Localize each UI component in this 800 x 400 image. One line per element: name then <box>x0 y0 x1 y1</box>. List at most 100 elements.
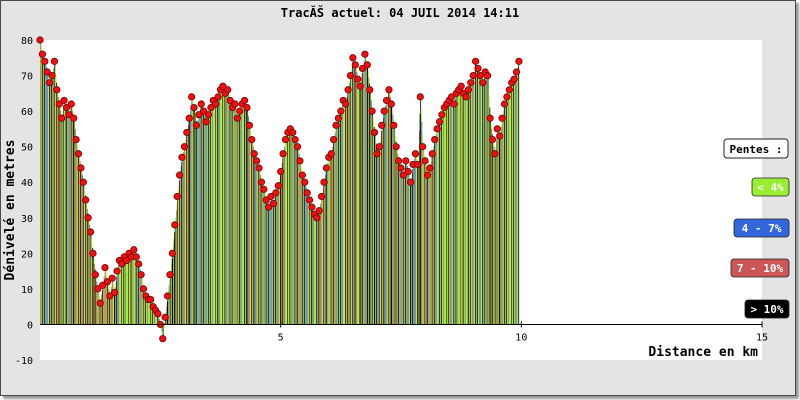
profile-bar <box>138 264 140 325</box>
profile-bar <box>142 281 144 325</box>
profile-bar <box>55 68 56 325</box>
profile-bar <box>441 116 443 325</box>
profile-bar <box>122 262 124 325</box>
profile-bar <box>489 107 491 325</box>
profile-point <box>79 178 87 186</box>
profile-point <box>212 100 220 108</box>
profile-bar <box>65 104 67 325</box>
profile-point <box>204 111 213 119</box>
profile-bar <box>340 112 342 325</box>
profile-point <box>500 100 509 108</box>
profile-bar <box>340 111 342 325</box>
profile-point <box>62 103 71 112</box>
profile-bar <box>50 79 52 325</box>
profile-bar <box>112 278 114 325</box>
profile-point <box>402 157 410 165</box>
profile-bar <box>455 96 457 325</box>
profile-bar <box>73 118 75 325</box>
profile-bar <box>289 129 291 325</box>
profile-bar <box>127 256 129 325</box>
profile-bar <box>508 93 509 325</box>
profile-point <box>296 157 304 165</box>
profile-bar <box>114 288 115 325</box>
profile-bar <box>203 109 204 325</box>
profile-bar <box>342 103 344 325</box>
profile-bar <box>168 285 170 325</box>
profile-bar <box>263 187 265 325</box>
profile-bar <box>461 88 463 325</box>
profile-bar <box>323 185 325 325</box>
profile-point <box>113 267 121 275</box>
profile-bar <box>91 242 93 325</box>
profile-bar <box>391 109 393 325</box>
profile-bar <box>52 72 54 325</box>
x-tick-label: 5 <box>278 332 284 343</box>
profile-point <box>378 121 386 129</box>
profile-point <box>173 192 181 201</box>
profile-point <box>175 171 184 179</box>
profile-bar <box>485 72 487 325</box>
profile-bar <box>500 131 502 325</box>
profile-bar <box>53 64 55 325</box>
profile-bar <box>188 125 189 325</box>
profile-bar <box>126 259 127 325</box>
profile-bar <box>205 119 207 325</box>
profile-bar <box>43 56 44 325</box>
profile-bar <box>171 258 173 325</box>
profile-bar <box>459 88 461 325</box>
profile-bar <box>275 192 277 325</box>
profile-bar <box>438 125 440 325</box>
profile-bar <box>152 304 154 325</box>
profile-bar <box>442 112 444 325</box>
profile-bar <box>372 111 373 325</box>
profile-bar <box>400 166 402 325</box>
profile-bar <box>388 92 390 325</box>
profile-bar <box>272 200 274 325</box>
profile-bar <box>303 178 305 325</box>
profile-bar <box>225 92 227 325</box>
profile-bar <box>396 150 398 325</box>
profile-bar <box>358 80 360 325</box>
profile-bar <box>360 86 361 325</box>
profile-bar <box>464 94 465 325</box>
profile-bar <box>359 84 361 325</box>
profile-bar <box>61 118 63 325</box>
profile-bar <box>458 90 459 325</box>
profile-bar <box>380 136 382 325</box>
profile-bar <box>383 114 385 325</box>
profile-point <box>147 295 155 304</box>
profile-point <box>123 256 131 265</box>
profile-bar <box>49 80 50 325</box>
profile-bar <box>304 180 305 325</box>
legend-swatch <box>751 177 790 197</box>
profile-point <box>512 68 521 76</box>
profile-bar <box>118 265 120 325</box>
profile-bar <box>491 134 493 325</box>
profile-bar <box>113 285 115 325</box>
profile-point <box>332 121 340 129</box>
profile-point <box>337 107 345 115</box>
profile-bar <box>416 156 417 325</box>
profile-bar <box>407 166 408 325</box>
profile-bar <box>129 253 130 325</box>
profile-bar <box>53 68 55 325</box>
profile-bar <box>40 40 41 325</box>
profile-bar <box>354 63 356 325</box>
profile-bar <box>420 109 422 325</box>
profile-bar <box>505 102 506 325</box>
profile-bar <box>91 237 92 325</box>
profile-point <box>394 157 403 165</box>
profile-bar <box>248 116 249 325</box>
profile-point <box>349 54 357 62</box>
profile-point <box>183 128 191 137</box>
profile-bar <box>484 74 486 325</box>
profile-point <box>86 228 95 236</box>
profile-bar <box>178 185 180 325</box>
profile-bar <box>76 139 77 325</box>
profile-bar <box>292 131 293 325</box>
profile-point <box>101 263 109 272</box>
profile-bar <box>440 118 442 325</box>
profile-bar <box>310 203 312 325</box>
profile-bar <box>294 137 296 325</box>
profile-bar <box>315 216 317 325</box>
